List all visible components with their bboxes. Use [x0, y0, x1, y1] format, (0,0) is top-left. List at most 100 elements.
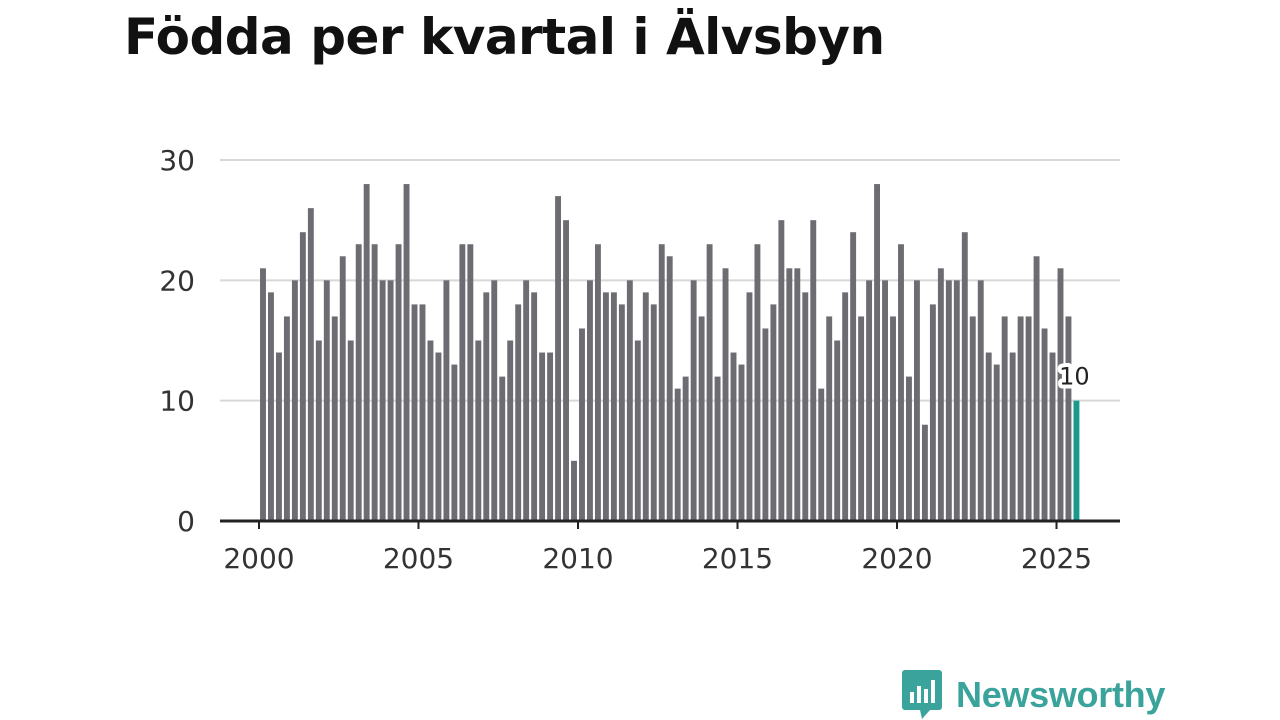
- bar: [674, 388, 681, 521]
- bar: [786, 268, 793, 521]
- bar: [1065, 316, 1072, 521]
- bar: [953, 280, 960, 521]
- bar: [427, 340, 434, 521]
- bar: [906, 376, 912, 521]
- y-tick-label: 10: [159, 385, 195, 418]
- bar: [483, 292, 490, 521]
- bar: [937, 268, 944, 521]
- bar: [913, 280, 920, 521]
- bar: [571, 460, 577, 521]
- bar: [371, 244, 378, 522]
- bar: [778, 220, 785, 522]
- bar: [347, 340, 354, 521]
- bar: [642, 292, 649, 521]
- bar: [842, 292, 849, 521]
- bar: [587, 280, 593, 521]
- x-tick-label: 2025: [1021, 542, 1092, 575]
- bar: [260, 268, 266, 521]
- bar: [523, 280, 530, 521]
- bar: [1017, 316, 1024, 521]
- bar: [443, 280, 450, 521]
- bar: [985, 352, 992, 521]
- bar: [714, 376, 721, 521]
- x-axis: [220, 519, 1120, 529]
- bar: [475, 340, 482, 521]
- bar: [579, 328, 585, 521]
- bar: [874, 184, 881, 521]
- bar-chart-speech-bubble-icon: [902, 670, 942, 719]
- bar: [491, 280, 498, 521]
- bar: [650, 304, 657, 521]
- bar: [921, 424, 928, 521]
- bar: [299, 232, 306, 521]
- bar: [307, 208, 314, 521]
- chart-title: Födda per kvartal i Älvsbyn: [124, 8, 885, 66]
- bar: [890, 316, 896, 521]
- bar: [331, 316, 338, 521]
- brand-name: Newsworthy: [956, 674, 1166, 715]
- bar: [658, 244, 665, 522]
- bar: [977, 280, 984, 521]
- bar: [969, 316, 976, 521]
- bar: [1025, 316, 1032, 521]
- bar: [1009, 352, 1016, 521]
- newsworthy-logo: Newsworthy: [902, 670, 1165, 720]
- bar: [634, 340, 641, 521]
- bar: [1001, 316, 1008, 521]
- bar: [945, 280, 952, 521]
- bar: [275, 352, 282, 521]
- bar: [882, 280, 888, 521]
- bar: [866, 280, 873, 521]
- y-tick-label: 0: [177, 505, 195, 538]
- bar: [898, 244, 904, 522]
- bar: [1041, 328, 1048, 521]
- x-tick-label: 2010: [542, 542, 613, 575]
- bar: [993, 364, 1000, 521]
- bar: [770, 304, 777, 521]
- bar: [738, 364, 745, 521]
- bar: [858, 316, 865, 521]
- y-tick-label: 30: [159, 144, 195, 177]
- bar: [563, 220, 569, 522]
- bar: [730, 352, 737, 521]
- bar: [929, 304, 936, 521]
- bar: [594, 244, 601, 522]
- bar: [283, 316, 290, 521]
- bar: [515, 304, 522, 521]
- bar: [419, 304, 426, 521]
- bar: [961, 232, 968, 521]
- bar: [379, 280, 386, 521]
- bar: [323, 280, 330, 521]
- bar: [602, 292, 609, 521]
- bar: [762, 328, 769, 521]
- bar: [507, 340, 514, 521]
- bar: [531, 292, 538, 521]
- bar: [746, 292, 753, 521]
- bar: [451, 364, 458, 521]
- bar: [794, 268, 801, 521]
- bar: [1049, 352, 1056, 521]
- bar: [690, 280, 697, 521]
- bars: [260, 184, 1080, 522]
- x-tick-label: 2000: [223, 542, 294, 575]
- value-label: 10: [1059, 363, 1090, 391]
- bar: [467, 244, 474, 522]
- bar: [810, 220, 817, 522]
- bar: [411, 304, 418, 521]
- bar: [291, 280, 298, 521]
- bar: [387, 280, 394, 521]
- bar: [499, 376, 506, 521]
- x-tick-label: 2015: [702, 542, 773, 575]
- bar: [826, 316, 833, 521]
- bar: [1057, 268, 1064, 521]
- bar: [754, 244, 761, 522]
- bar: [618, 304, 625, 521]
- y-tick-label: 20: [159, 264, 195, 297]
- bar: [339, 256, 346, 521]
- bar: [268, 292, 274, 521]
- bar: [315, 340, 322, 521]
- bar: [539, 352, 546, 521]
- bar: [403, 184, 410, 521]
